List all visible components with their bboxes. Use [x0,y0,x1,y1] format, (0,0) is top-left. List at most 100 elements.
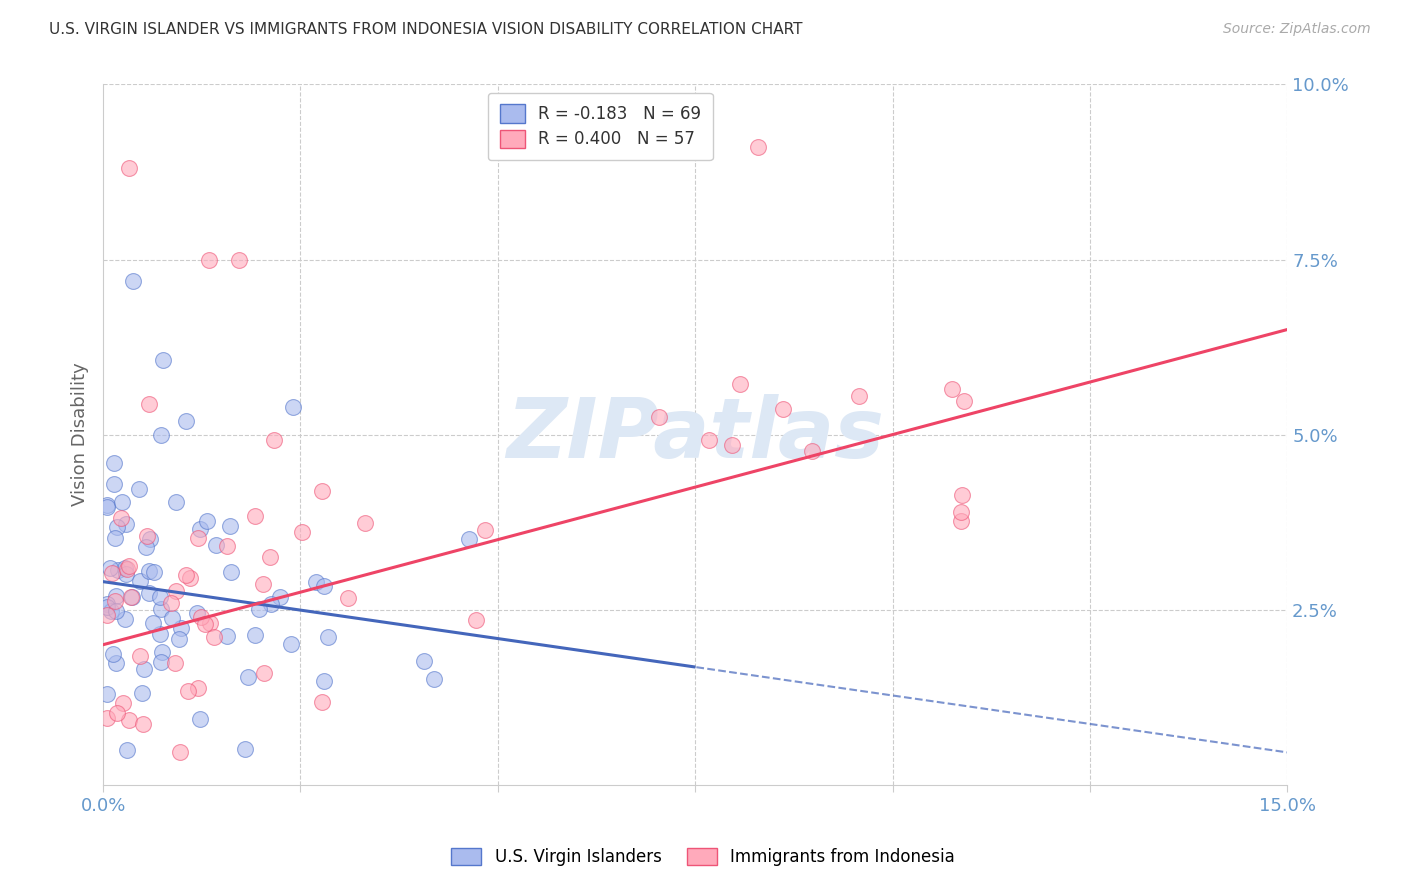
Point [413,654,436,668]
Point [848,389,870,403]
Point [219,518,242,533]
Point [96,597,118,611]
Point [953,394,976,409]
Point [105,604,128,618]
Point [100,604,122,618]
Point [131,686,153,700]
Point [120,591,142,605]
Y-axis label: Vision Disability: Vision Disability [72,363,89,507]
Point [728,377,751,392]
Point [312,579,335,593]
Point [217,628,239,642]
Point [131,717,153,731]
Point [950,514,973,528]
Point [114,612,136,626]
Point [96,711,118,725]
Text: U.S. VIRGIN ISLANDER VS IMMIGRANTS FROM INDONESIA VISION DISABILITY CORRELATION : U.S. VIRGIN ISLANDER VS IMMIGRANTS FROM … [49,22,803,37]
Point [337,591,360,606]
Point [115,743,138,757]
Point [165,495,187,509]
Point [149,427,172,442]
Point [150,602,173,616]
Point [142,615,165,630]
Point [135,541,157,555]
Point [260,597,283,611]
Point [194,616,217,631]
Point [121,273,143,287]
Legend: U.S. Virgin Islanders, Immigrants from Indonesia: U.S. Virgin Islanders, Immigrants from I… [443,840,963,875]
Point [215,539,238,553]
Point [101,648,124,662]
Point [697,434,720,448]
Point [118,558,141,573]
Point [259,549,281,564]
Point [457,532,479,546]
Text: Source: ZipAtlas.com: Source: ZipAtlas.com [1223,22,1371,37]
Point [236,670,259,684]
Point [115,516,138,531]
Point [103,594,125,608]
Point [243,508,266,523]
Point [941,382,963,396]
Point [118,713,141,727]
Point [96,600,118,615]
Point [235,742,257,756]
Point [118,161,141,176]
Point [160,611,183,625]
Point [465,613,488,627]
Point [96,498,118,512]
Point [647,409,669,424]
Point [138,564,160,578]
Point [801,444,824,458]
Point [174,414,197,428]
Point [170,621,193,635]
Point [188,712,211,726]
Point [104,531,127,545]
Point [316,630,339,644]
Point [111,495,134,509]
Point [772,402,794,417]
Point [150,645,173,659]
Point [138,397,160,411]
Point [139,532,162,546]
Point [176,567,198,582]
Point [103,476,125,491]
Point [114,561,136,575]
Point [219,566,242,580]
Point [950,505,973,519]
Point [291,524,314,539]
Point [950,488,973,502]
Point [128,482,150,496]
Point [117,562,139,576]
Point [96,500,118,514]
Point [314,673,336,688]
Point [165,583,187,598]
Point [169,745,191,759]
Point [243,627,266,641]
Point [186,606,208,620]
Legend: R = -0.183   N = 69, R = 0.400   N = 57: R = -0.183 N = 69, R = 0.400 N = 57 [488,93,713,160]
Point [96,607,118,622]
Point [187,532,209,546]
Point [190,610,212,624]
Point [747,139,769,153]
Point [247,602,270,616]
Point [96,687,118,701]
Point [132,662,155,676]
Point [167,632,190,646]
Point [179,571,201,585]
Point [149,626,172,640]
Point [200,615,222,630]
Point [138,586,160,600]
Point [128,574,150,589]
Point [197,515,219,529]
Point [311,695,333,709]
Point [149,656,172,670]
Point [110,510,132,524]
Point [104,589,127,603]
Point [311,484,333,499]
Point [149,591,172,605]
Point [202,630,225,644]
Point [107,563,129,577]
Point [121,590,143,604]
